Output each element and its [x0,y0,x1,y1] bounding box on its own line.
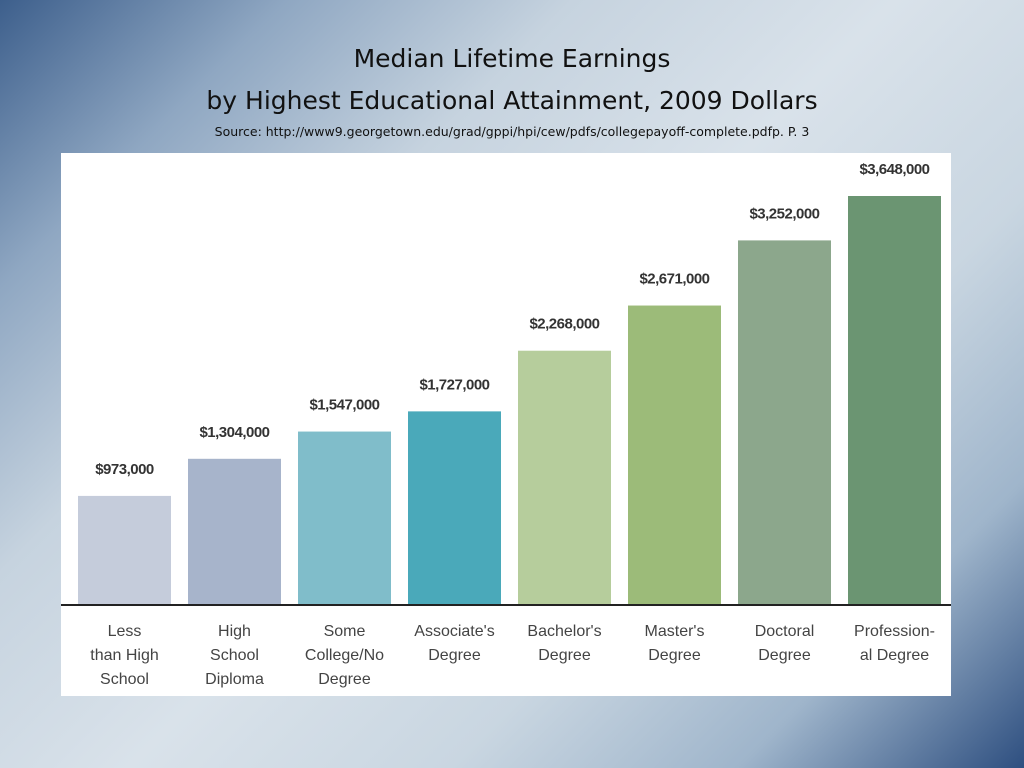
category-label-1-line-3: School [100,671,149,688]
data-label-1: $973,000 [95,461,154,478]
category-label-1-line-1: Less [108,623,142,640]
data-label-4: $1,727,000 [419,376,489,393]
data-label-2: $1,304,000 [199,424,269,441]
data-label-6: $2,671,000 [639,271,709,288]
data-label-5: $2,268,000 [529,316,599,333]
category-label-6-line-1: Master's [645,623,705,640]
bar-8 [848,196,941,605]
category-label-2-line-2: School [210,647,259,664]
category-label-5-line-2: Degree [538,647,591,664]
bar-3 [298,431,391,605]
category-label-7-line-2: Degree [758,647,811,664]
category-label-3-line-2: College/No [305,647,384,664]
source-citation: Source: http://www9.georgetown.edu/grad/… [214,124,810,139]
category-label-7-line-1: Doctoral [755,623,815,640]
category-label-6-line-2: Degree [648,647,701,664]
category-label-5-line-1: Bachelor's [527,623,601,640]
data-label-7: $3,252,000 [749,205,819,222]
data-label-8: $3,648,000 [859,161,929,178]
category-label-2-line-1: High [218,623,251,640]
category-label-1-line-2: than High [90,647,159,664]
category-label-2-line-3: Diploma [205,671,264,688]
category-label-3-line-1: Some [324,623,366,640]
bar-6 [628,305,721,605]
chart-title-line-1: Median Lifetime Earnings [353,44,671,73]
bar-7 [738,240,831,606]
chart-title-line-2: by Highest Educational Attainment, 2009 … [206,86,818,115]
bar-5 [518,350,611,605]
bar-chart: $973,000 Less than High School $1,304,000 Hig… [61,161,951,688]
chart-panel: $973,000 Less than High School $1,304,000 Hig… [61,153,951,696]
bar-2 [188,458,281,605]
category-label-8-line-2: al Degree [860,647,929,664]
bar-4 [408,411,501,605]
bar-1 [78,495,171,605]
category-label-3-line-3: Degree [318,671,371,688]
category-label-4-line-2: Degree [428,647,481,664]
data-label-3: $1,547,000 [309,397,379,414]
category-label-4-line-1: Associate's [414,623,494,640]
category-label-8-line-1: Profession- [854,623,935,640]
